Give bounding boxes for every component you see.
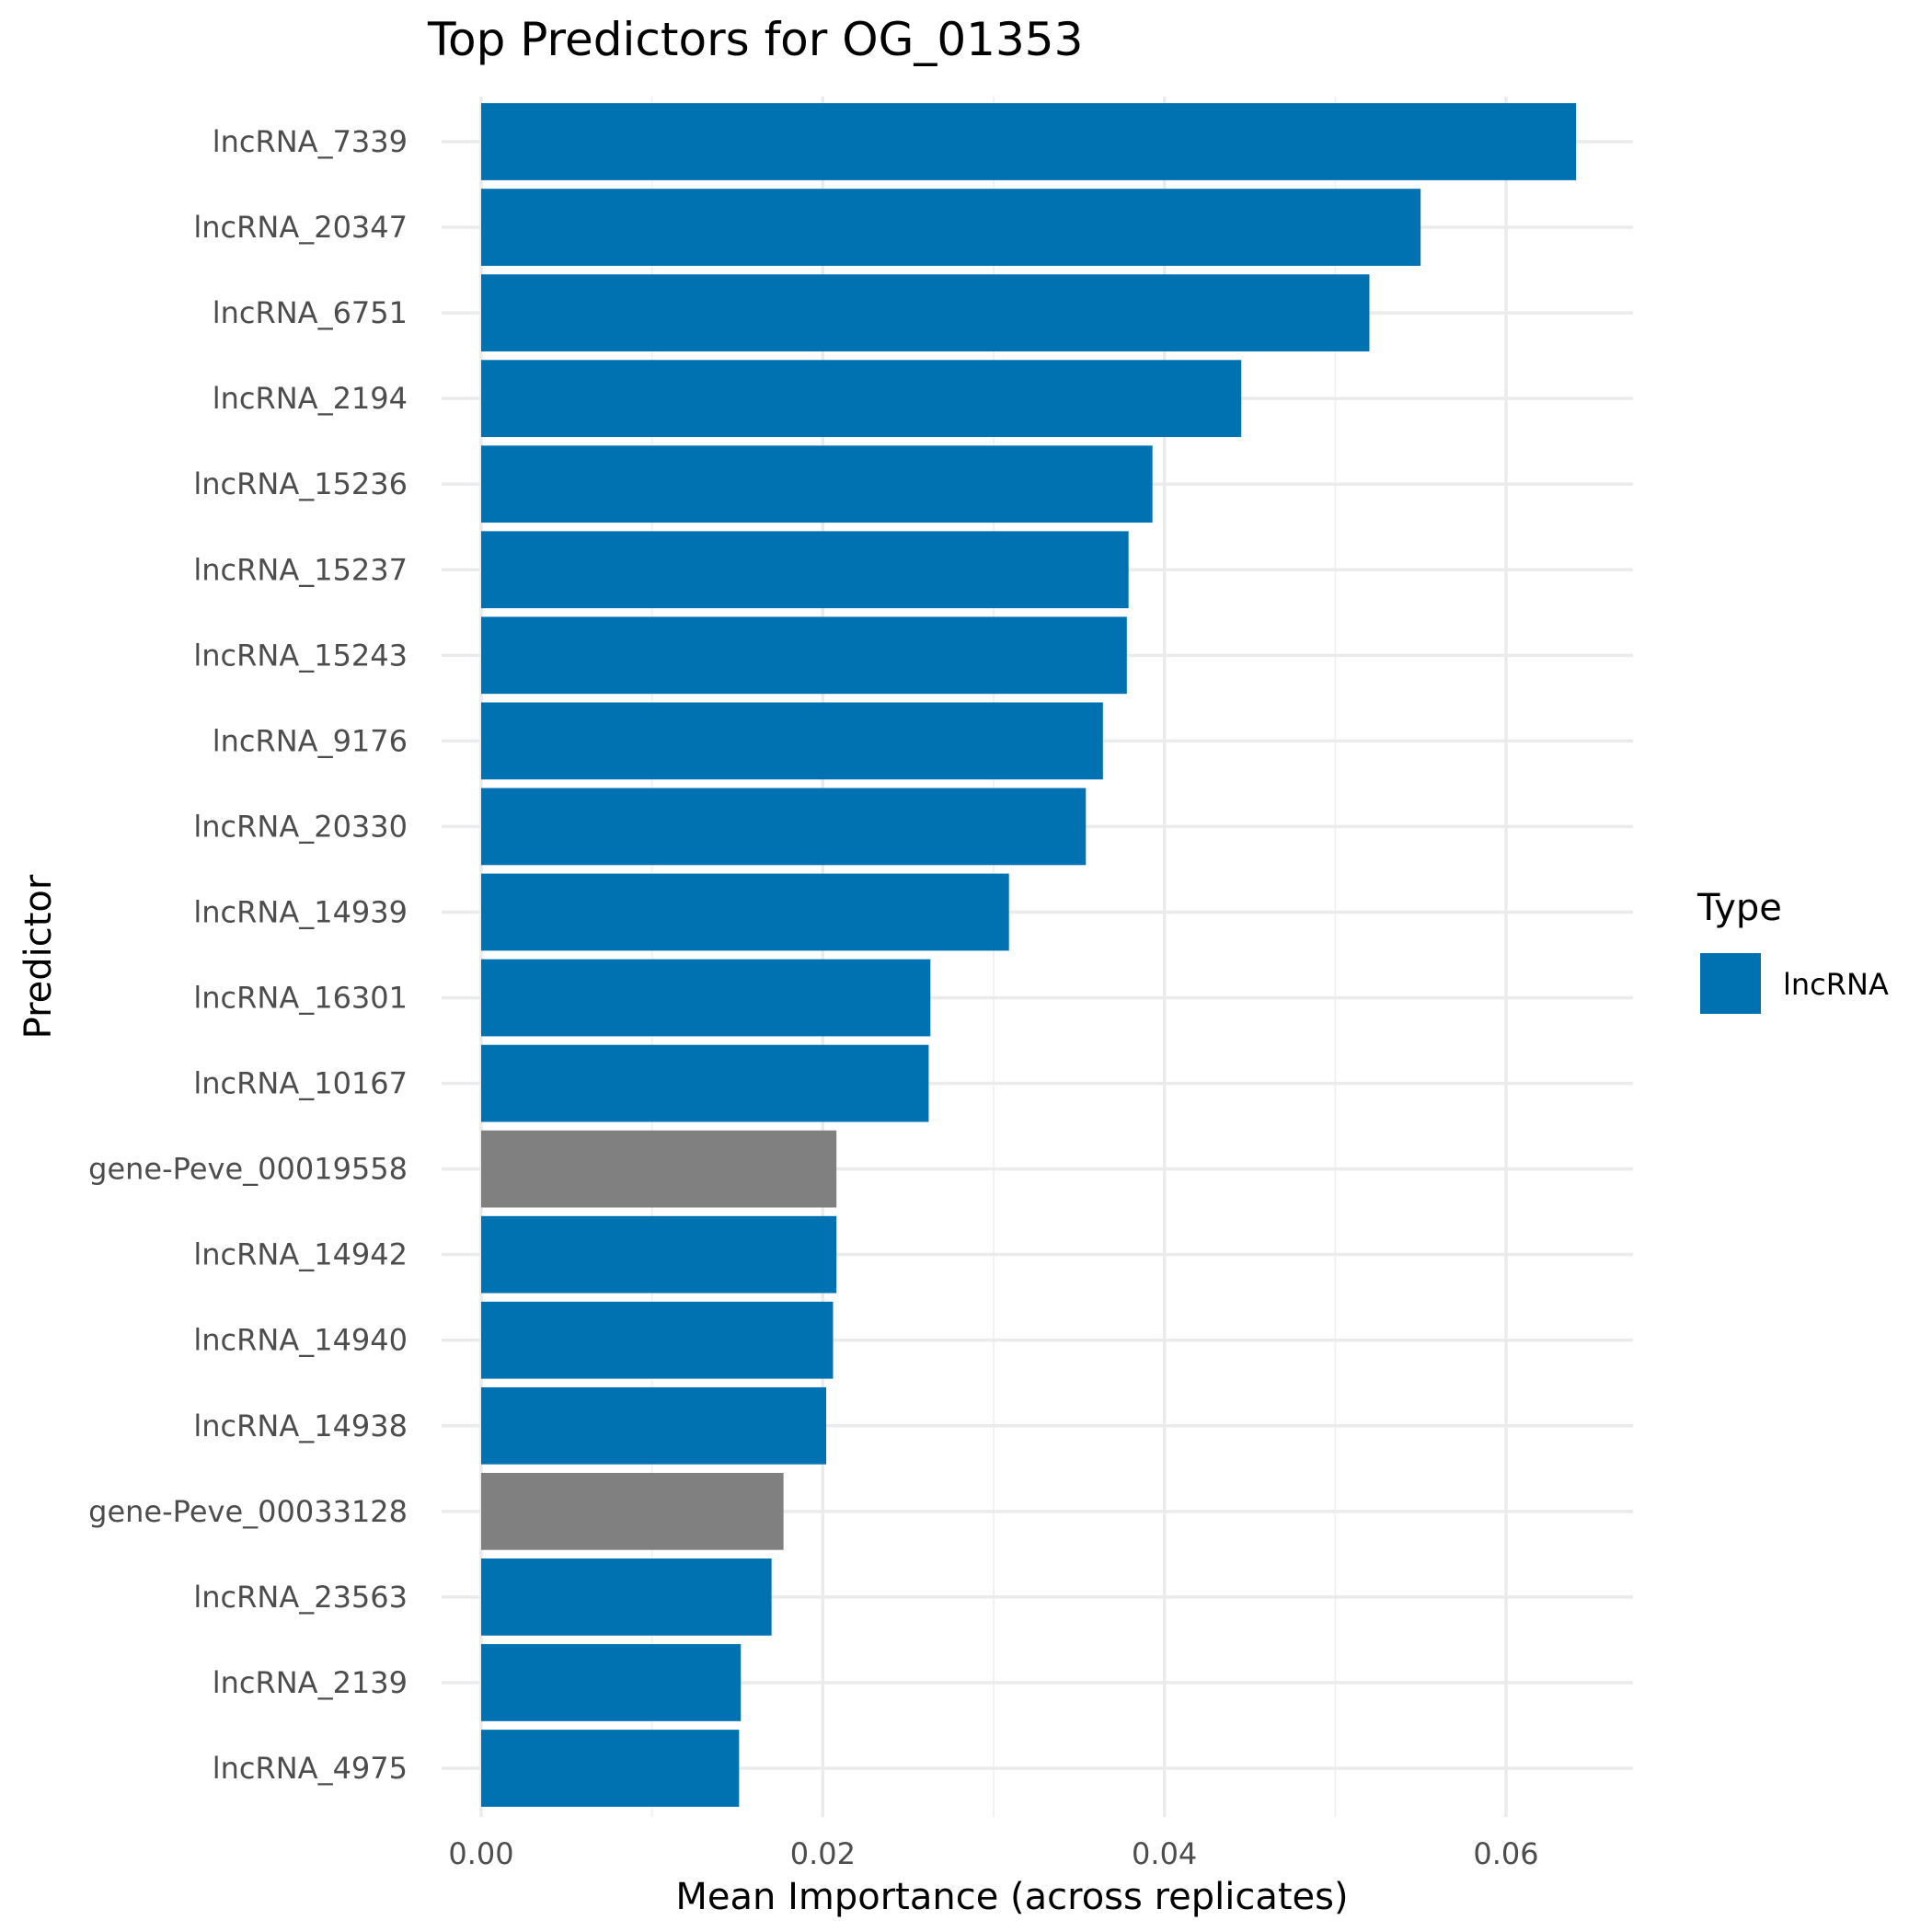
y-tick-label: lncRNA_15236 <box>193 466 408 501</box>
bars <box>481 103 1577 1807</box>
y-tick-label: lncRNA_10167 <box>193 1066 408 1101</box>
legend-label-lncrna: lncRNA <box>1783 967 1889 1002</box>
bar-lncrna_16301 <box>481 959 931 1037</box>
x-tick-label: 0.02 <box>790 1836 856 1871</box>
y-tick-label: lncRNA_20330 <box>193 809 408 844</box>
y-tick-label: lncRNA_20347 <box>193 210 408 245</box>
bar-lncrna_14940 <box>481 1301 834 1379</box>
y-tick-label: lncRNA_16301 <box>193 981 408 1016</box>
y-tick-label: lncRNA_7339 <box>213 124 408 159</box>
y-tick-label: lncRNA_23563 <box>193 1580 408 1615</box>
bar-lncrna_14939 <box>481 873 1009 951</box>
x-tick-labels: 0.00 0.02 0.04 0.06 <box>448 1836 1538 1871</box>
y-tick-label: lncRNA_2139 <box>213 1665 408 1700</box>
legend-title: Type <box>1696 887 1782 929</box>
y-tick-label: lncRNA_15237 <box>193 552 408 587</box>
bar-lncrna_15237 <box>481 531 1129 609</box>
y-tick-label: lncRNA_2194 <box>213 381 408 416</box>
bar-lncrna_9176 <box>481 702 1103 780</box>
y-tick-label: lncRNA_15243 <box>193 638 408 673</box>
bar-lncrna_10167 <box>481 1044 929 1122</box>
y-tick-label: gene-Peve_00033128 <box>88 1494 408 1529</box>
y-tick-labels: lncRNA_7339 lncRNA_20347 lncRNA_6751 lncRNA… <box>88 124 408 1786</box>
bar-lncrna_15243 <box>481 616 1127 695</box>
bar-lncrna_4975 <box>481 1730 740 1807</box>
bar-lncrna_20330 <box>481 788 1087 866</box>
y-tick-label: lncRNA_9176 <box>213 723 408 758</box>
x-tick-label: 0.06 <box>1473 1836 1538 1871</box>
bar-lncrna_20347 <box>481 189 1421 266</box>
y-tick-label: lncRNA_6751 <box>213 295 408 330</box>
bar-lncrna_23563 <box>481 1558 772 1636</box>
legend: Type lncRNA <box>1696 887 1889 1014</box>
bar-lncrna_15236 <box>481 445 1153 523</box>
bar-lncrna_2139 <box>481 1644 742 1721</box>
bar-lncrna_7339 <box>481 103 1577 180</box>
y-tick-label: lncRNA_14938 <box>193 1409 408 1443</box>
bar-gene-peve_00033128 <box>481 1472 784 1550</box>
chart-title: Top Predictors for OG_01353 <box>427 13 1083 66</box>
y-tick-label: lncRNA_14942 <box>193 1237 408 1272</box>
x-tick-label: 0.00 <box>448 1836 513 1871</box>
bar-lncrna_14938 <box>481 1386 827 1465</box>
y-tick-label: lncRNA_14940 <box>193 1323 408 1358</box>
bar-lncrna_6751 <box>481 274 1370 351</box>
legend-key-lncrna <box>1700 953 1761 1014</box>
y-tick-label: gene-Peve_00019558 <box>88 1152 408 1187</box>
y-axis-title: Predictor <box>17 874 60 1039</box>
bar-lncrna_14942 <box>481 1215 837 1294</box>
x-tick-label: 0.04 <box>1132 1836 1197 1871</box>
y-tick-label: lncRNA_4975 <box>213 1751 408 1786</box>
x-axis-title: Mean Importance (across replicates) <box>675 1876 1348 1918</box>
bar-gene-peve_00019558 <box>481 1130 837 1208</box>
y-tick-label: lncRNA_14939 <box>193 894 408 929</box>
bar-lncrna_2194 <box>481 360 1242 438</box>
